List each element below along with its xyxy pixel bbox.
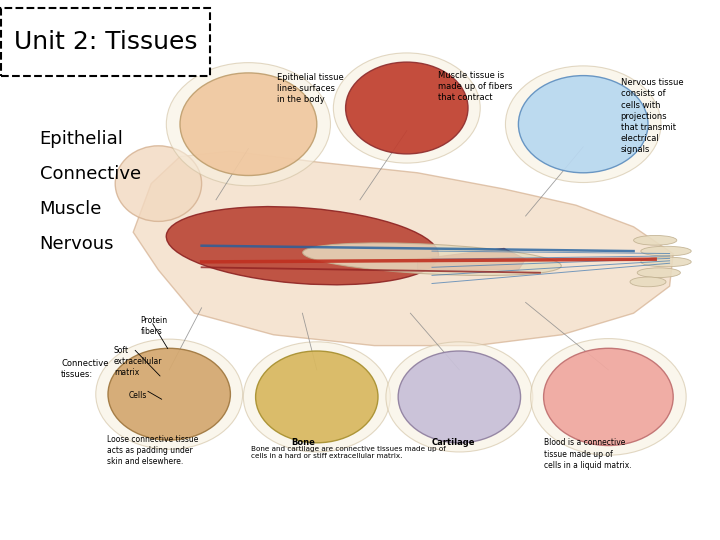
Ellipse shape bbox=[630, 277, 666, 287]
Text: Loose connective tissue
acts as padding under
skin and elsewhere.: Loose connective tissue acts as padding … bbox=[107, 435, 198, 466]
Text: Nervous tissue
consists of
cells with
projections
that transmit
electrical
signa: Nervous tissue consists of cells with pr… bbox=[621, 78, 683, 154]
Text: Connective
tissues:: Connective tissues: bbox=[61, 359, 109, 379]
Ellipse shape bbox=[634, 235, 677, 245]
Polygon shape bbox=[133, 151, 673, 346]
Text: Bone: Bone bbox=[292, 438, 315, 448]
Ellipse shape bbox=[637, 268, 680, 278]
Ellipse shape bbox=[346, 62, 468, 154]
Ellipse shape bbox=[333, 53, 480, 163]
Ellipse shape bbox=[302, 243, 562, 275]
Text: Blood is a connective
tissue made up of
cells in a liquid matrix.: Blood is a connective tissue made up of … bbox=[544, 438, 631, 470]
Text: Muscle tissue is
made up of fibers
that contract: Muscle tissue is made up of fibers that … bbox=[438, 71, 512, 103]
Polygon shape bbox=[418, 248, 526, 270]
Text: Soft
extracellular
matrix: Soft extracellular matrix bbox=[114, 346, 162, 377]
FancyBboxPatch shape bbox=[1, 8, 210, 76]
Ellipse shape bbox=[115, 146, 202, 221]
Text: Epithelial: Epithelial bbox=[40, 130, 123, 147]
Ellipse shape bbox=[531, 339, 686, 455]
Ellipse shape bbox=[256, 351, 378, 443]
Ellipse shape bbox=[518, 76, 648, 173]
Text: Epithelial tissue
lines surfaces
in the body: Epithelial tissue lines surfaces in the … bbox=[277, 73, 344, 104]
Text: Connective: Connective bbox=[40, 165, 140, 183]
Ellipse shape bbox=[243, 342, 390, 452]
Ellipse shape bbox=[166, 63, 330, 186]
Text: Unit 2: Tissues: Unit 2: Tissues bbox=[14, 30, 197, 54]
Text: Protein
fibers: Protein fibers bbox=[140, 316, 168, 336]
Ellipse shape bbox=[180, 73, 317, 176]
Ellipse shape bbox=[108, 348, 230, 440]
Ellipse shape bbox=[544, 348, 673, 446]
Ellipse shape bbox=[641, 246, 691, 256]
Ellipse shape bbox=[96, 339, 243, 449]
Text: Cartilage: Cartilage bbox=[432, 438, 475, 448]
Ellipse shape bbox=[398, 351, 521, 443]
Text: Muscle: Muscle bbox=[40, 200, 102, 218]
Text: Nervous: Nervous bbox=[40, 235, 114, 253]
Ellipse shape bbox=[386, 342, 533, 452]
Text: Cells: Cells bbox=[128, 392, 147, 401]
Ellipse shape bbox=[641, 257, 691, 267]
Ellipse shape bbox=[166, 207, 438, 285]
Ellipse shape bbox=[505, 66, 661, 183]
Text: Bone and cartilage are connective tissues made up of
cells in a hard or stiff ex: Bone and cartilage are connective tissue… bbox=[251, 446, 445, 459]
